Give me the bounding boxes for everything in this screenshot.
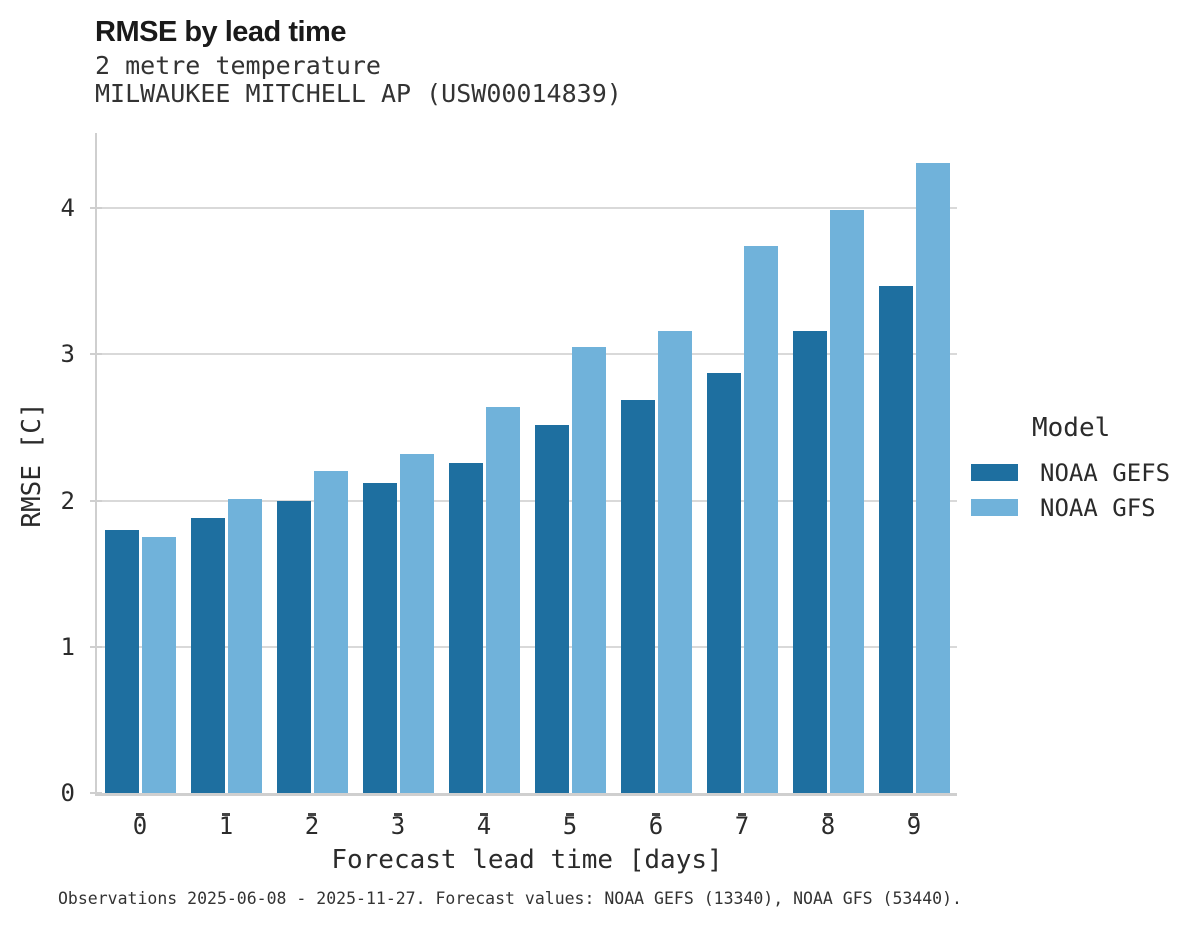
x-tick-mark-3 — [394, 813, 402, 816]
x-tick-mark-6 — [652, 813, 660, 816]
chart-subtitle-station: MILWAUKEE MITCHELL AP (USW00014839) — [95, 79, 622, 108]
gridline-y-4 — [97, 207, 957, 210]
bar-noaa-gefs-day-0 — [104, 529, 139, 793]
x-tick-label-6: 6 — [648, 812, 664, 840]
bar-noaa-gfs-day-9 — [915, 162, 950, 793]
bar-noaa-gfs-day-1 — [227, 499, 262, 793]
y-tick-mark-0 — [90, 792, 102, 794]
bar-noaa-gefs-day-1 — [190, 518, 225, 793]
gridline-y-1 — [97, 645, 957, 648]
legend-label-gfs: NOAA GFS — [1040, 493, 1156, 522]
bar-group-day-9 — [871, 133, 957, 816]
plot-area: 0 1 2 3 4 — [61, 133, 957, 816]
bar-group-day-4 — [441, 133, 527, 816]
x-tick-mark-7 — [738, 813, 746, 816]
legend-swatch-gefs — [971, 464, 1018, 481]
bar-noaa-gefs-day-8 — [792, 331, 827, 793]
bar-noaa-gfs-day-4 — [485, 407, 520, 793]
legend-label-gefs: NOAA GEFS — [1040, 458, 1171, 487]
x-tick-label-2: 2 — [304, 812, 320, 840]
chart-title: RMSE by lead time — [95, 16, 346, 48]
bar-group-day-3 — [355, 133, 441, 816]
gridline-y-2 — [97, 499, 957, 502]
bar-noaa-gefs-day-9 — [878, 285, 913, 793]
bar-noaa-gefs-day-5 — [534, 424, 569, 793]
y-tick-mark-2 — [90, 499, 102, 502]
bar-noaa-gefs-day-6 — [620, 399, 655, 793]
bar-noaa-gfs-day-6 — [657, 331, 692, 793]
bar-noaa-gfs-day-7 — [743, 246, 778, 793]
bar-group-day-0 — [97, 133, 183, 816]
bar-group-day-7 — [699, 133, 785, 816]
bar-noaa-gefs-day-3 — [362, 483, 397, 793]
x-tick-label-5: 5 — [562, 812, 578, 840]
bar-noaa-gefs-day-4 — [448, 462, 483, 793]
y-tick-label-0: 0 — [60, 779, 75, 807]
x-tick-label-4: 4 — [476, 812, 492, 840]
gridline-y-3 — [97, 353, 957, 356]
x-axis-label: Forecast lead time [days] — [331, 845, 723, 875]
y-tick-mark-1 — [90, 645, 102, 648]
x-tick-label-1: 1 — [218, 812, 234, 840]
legend-title: Model — [1032, 413, 1111, 443]
y-tick-label-4: 4 — [60, 194, 75, 223]
bar-group-day-6 — [613, 133, 699, 816]
x-tick-label-3: 3 — [390, 812, 406, 840]
x-tick-label-0: 0 — [132, 812, 148, 840]
x-tick-label-8: 8 — [820, 812, 836, 840]
legend-swatch-gfs — [971, 499, 1018, 516]
bar-noaa-gfs-day-5 — [571, 347, 606, 793]
bar-noaa-gefs-day-2 — [276, 500, 311, 793]
bar-group-day-1 — [183, 133, 269, 816]
bars-layer — [97, 133, 957, 816]
legend-item-noaa-gefs: NOAA GEFS — [971, 455, 1170, 490]
y-tick-label-2: 2 — [60, 486, 75, 515]
y-tick-label-1: 1 — [60, 632, 75, 661]
bar-noaa-gfs-day-0 — [141, 537, 176, 793]
x-tick-mark-8 — [824, 813, 832, 816]
bar-group-day-2 — [269, 133, 355, 816]
caption: Observations 2025-06-08 - 2025-11-27. Fo… — [58, 889, 962, 908]
chart-subtitle: 2 metre temperature — [95, 51, 381, 80]
bar-noaa-gefs-day-7 — [706, 373, 741, 793]
x-tick-mark-4 — [480, 813, 488, 816]
x-tick-mark-2 — [308, 813, 316, 816]
y-axis-label: RMSE [C] — [17, 402, 47, 528]
y-tick-mark-4 — [90, 207, 102, 210]
x-tick-mark-1 — [222, 813, 230, 816]
bar-noaa-gfs-day-8 — [829, 209, 864, 793]
bar-group-day-5 — [527, 133, 613, 816]
y-tick-mark-3 — [90, 353, 102, 356]
x-tick-label-9: 9 — [906, 812, 922, 840]
x-tick-labels: 0 1 2 3 4 5 6 7 8 9 — [97, 812, 957, 840]
legend: Model NOAA GEFS NOAA GFS — [971, 413, 1170, 525]
bar-noaa-gfs-day-2 — [313, 471, 348, 793]
x-tick-mark-0 — [136, 813, 144, 816]
legend-item-noaa-gfs: NOAA GFS — [971, 490, 1170, 525]
bar-noaa-gfs-day-3 — [399, 453, 434, 793]
bar-group-day-8 — [785, 133, 871, 816]
x-tick-mark-9 — [910, 813, 918, 816]
y-tick-label-3: 3 — [60, 340, 75, 369]
x-tick-label-7: 7 — [734, 812, 750, 840]
x-tick-mark-5 — [566, 813, 574, 816]
